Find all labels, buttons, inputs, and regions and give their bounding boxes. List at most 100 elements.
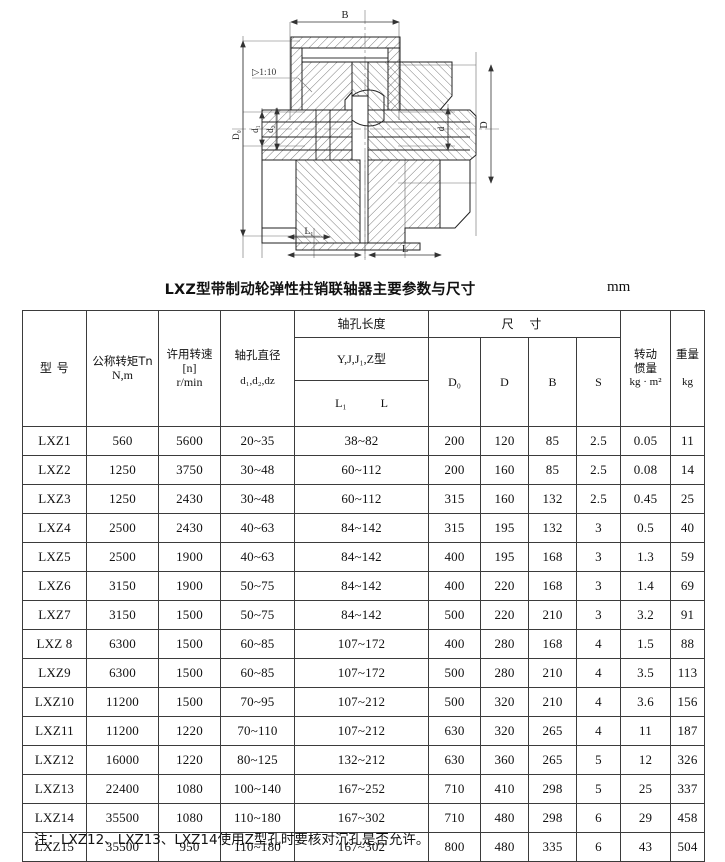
table-row: LXZ6 3150 1900 50~75 84~142 400 220 168 3 1.4 69: [22, 571, 706, 601]
cell-D0: 500: [428, 600, 481, 630]
cell-bore-diameter: 100~140: [220, 774, 295, 804]
header-row: 型 号 公称转矩Tn N,m 许用转速 [n] r/min 轴孔直径 d₁,d₂…: [22, 310, 706, 427]
table-row: LXZ9 6300 1500 60~85 107~172 500 280 210 4 3.5 113: [22, 658, 706, 688]
cell-S: 4: [575, 716, 622, 746]
cell-bore-diameter: 30~48: [220, 455, 295, 485]
cell-bore-length: 107~212: [294, 687, 429, 717]
table-row: LXZ5 2500 1900 40~63 84~142 400 195 168 3 1.3 59: [22, 542, 706, 572]
cell-torque: 2500: [86, 542, 159, 572]
cell-torque: 22400: [86, 774, 159, 804]
cell-weight: 69: [670, 571, 706, 601]
cell-bore-length: 107~172: [294, 658, 429, 688]
cell-inertia: 1.3: [620, 542, 672, 572]
cell-B: 168: [528, 571, 577, 601]
header-S: S: [575, 337, 622, 427]
cell-bore-diameter: 50~75: [220, 571, 295, 601]
cell-bore-length: 60~112: [294, 484, 429, 514]
cell-inertia: 0.5: [620, 513, 672, 543]
dimension-label-D0: D₀: [231, 130, 241, 140]
cell-weight: 25: [670, 484, 706, 514]
cell-speed: 1900: [158, 542, 221, 572]
table-row: LXZ10 11200 1500 70~95 107~212 500 320 210 4 3.6 1…: [22, 687, 706, 717]
header-inertia: 转动 惯量 kg · m²: [620, 310, 672, 427]
header-D0: D₀: [428, 337, 481, 427]
table-body: LXZ1 560 5600 20~35 38~82 200 120 85 2.5 0.05 11 LX…: [22, 426, 706, 862]
cell-S: 4: [575, 658, 622, 688]
cell-S: 2.5: [575, 426, 622, 456]
cell-model: LXZ12: [22, 745, 87, 775]
cell-D0: 630: [428, 745, 481, 775]
cell-torque: 11200: [86, 716, 159, 746]
header-torque-line2: N,m: [112, 368, 133, 383]
header-weight-line1: 重量: [676, 347, 700, 362]
cell-weight: 59: [670, 542, 706, 572]
cell-speed: 1500: [158, 687, 221, 717]
cell-D: 280: [480, 658, 529, 688]
cell-D: 280: [480, 629, 529, 659]
cell-D0: 200: [428, 426, 481, 456]
cell-D: 320: [480, 687, 529, 717]
dimension-label-D: D: [479, 121, 490, 128]
header-inertia-line2: 惯量: [634, 361, 658, 376]
dimension-d-right: d: [436, 107, 451, 151]
cell-speed: 5600: [158, 426, 221, 456]
cell-model: LXZ14: [22, 803, 87, 833]
cell-bore-diameter: 20~35: [220, 426, 295, 456]
cell-inertia: 1.4: [620, 571, 672, 601]
table-footnote: 注：LXZ12、LXZ13、LXZ14使用Z型孔时要核对沉孔是否允许。: [34, 832, 430, 848]
cell-model: LXZ7: [22, 600, 87, 630]
cell-speed: 1220: [158, 716, 221, 746]
cell-bore-diameter: 70~95: [220, 687, 295, 717]
cell-weight: 14: [670, 455, 706, 485]
cell-torque: 11200: [86, 687, 159, 717]
cell-weight: 504: [670, 832, 706, 862]
dimension-d1: d₁: [250, 111, 265, 147]
cell-weight: 91: [670, 600, 706, 630]
cell-speed: 1080: [158, 774, 221, 804]
cell-S: 2.5: [575, 455, 622, 485]
cell-speed: 2430: [158, 484, 221, 514]
cell-model: LXZ1: [22, 426, 87, 456]
header-weight-line2: kg: [682, 375, 694, 388]
cell-model: LXZ13: [22, 774, 87, 804]
left-hub: [261, 61, 361, 244]
cell-speed: 1500: [158, 600, 221, 630]
cell-B: 132: [528, 484, 577, 514]
cell-weight: 40: [670, 513, 706, 543]
cell-D0: 400: [428, 571, 481, 601]
dimension-label-B: B: [341, 10, 348, 21]
cell-torque: 560: [86, 426, 159, 456]
dimension-label-d1: d₁: [250, 125, 260, 133]
cell-S: 6: [575, 832, 622, 862]
cell-model: LXZ9: [22, 658, 87, 688]
dimension-label-d: d: [436, 126, 446, 131]
cell-inertia: 25: [620, 774, 672, 804]
header-bore-length-L1: L₁: [335, 396, 347, 411]
cell-torque: 3150: [86, 600, 159, 630]
cell-D0: 200: [428, 455, 481, 485]
cell-model: LXZ10: [22, 687, 87, 717]
taper-note: ▷1:10: [252, 68, 313, 93]
dimension-d2: d₂: [265, 107, 280, 151]
cell-inertia: 11: [620, 716, 672, 746]
cell-D0: 500: [428, 687, 481, 717]
cell-bore-length: 84~142: [294, 600, 429, 630]
table-row: LXZ2 1250 3750 30~48 60~112 200 160 85 2.5 0.08 14: [22, 455, 706, 485]
cell-B: 210: [528, 600, 577, 630]
cell-speed: 1500: [158, 629, 221, 659]
table-row: LXZ11 11200 1220 70~110 107~212 630 320 265 4 11 1…: [22, 716, 706, 746]
cell-inertia: 0.05: [620, 426, 672, 456]
cell-model: LXZ11: [22, 716, 87, 746]
cell-speed: 1080: [158, 803, 221, 833]
cell-speed: 1220: [158, 745, 221, 775]
coupling-spec-table: 型 号 公称转矩Tn N,m 许用转速 [n] r/min 轴孔直径 d₁,d₂…: [22, 310, 706, 862]
table-title-row: LXZ型带制动轮弹性柱销联轴器主要参数与尺寸 mm: [0, 278, 725, 304]
cell-torque: 3150: [86, 571, 159, 601]
header-torque-line1: 公称转矩Tn: [92, 353, 153, 368]
cell-D0: 315: [428, 513, 481, 543]
cell-inertia: 3.6: [620, 687, 672, 717]
cell-torque: 1250: [86, 484, 159, 514]
cell-bore-length: 38~82: [294, 426, 429, 456]
cell-D: 195: [480, 513, 529, 543]
table-row: LXZ4 2500 2430 40~63 84~142 315 195 132 3 0.5 40: [22, 513, 706, 543]
